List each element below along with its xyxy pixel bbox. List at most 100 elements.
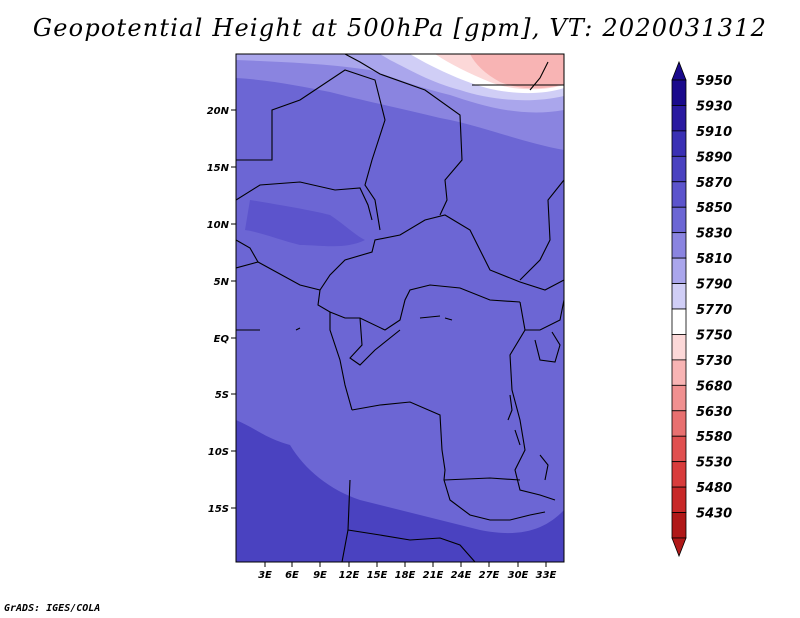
border-line [525,299,564,331]
lat-tick: 20N [207,106,236,117]
border-line [519,179,564,281]
lon-tick: 6E [285,562,299,581]
lat-tick: 15S [208,504,236,515]
colorbar-swatch [671,461,687,488]
colorbar-label: 5930 [696,99,732,114]
colorbar-swatch [671,232,687,259]
colorbar-swatch [671,512,687,539]
lon-tick-label: 3E [258,570,272,581]
lon-tick: 3E [258,562,272,581]
colorbar-swatch [671,105,687,132]
colorbar-top-arrow [671,60,687,81]
lake-malawi [529,454,549,516]
colorbar-label: 5530 [696,456,732,471]
lon-tick: 30E [508,562,529,581]
colorbar-label: 5790 [696,278,732,293]
colorbar-swatch [671,181,687,208]
colorbar-label: 5630 [696,405,732,420]
lon-tick: 21E [423,562,444,581]
colorbar-label: 5430 [696,507,732,522]
lat-tick-label: EQ [214,334,230,345]
contour-band-5890-south [236,420,564,562]
colorbar-swatch [671,486,687,513]
map-frame [235,53,565,563]
colorbar-swatch [671,283,687,310]
border-line [443,477,521,481]
lon-tick: 33E [536,562,557,581]
lat-tick: 10S [208,447,236,458]
lat-tick-label: 20N [207,106,230,117]
lon-tick-label: 12E [339,570,360,581]
lon-tick-label: 9E [313,570,327,581]
colorbar-swatch [671,359,687,386]
lat-tick-label: 10S [208,447,229,458]
lat-tick-label: 10N [207,220,230,231]
colorbar-label: 5480 [696,481,732,496]
lat-tick-label: 5N [214,277,230,288]
colorbar-label: 5770 [696,303,732,318]
border-line [349,317,401,366]
lat-tick-label: 5S [215,390,229,401]
country-borders [236,54,564,562]
lat-tick-label: 15S [208,504,229,515]
border-line [236,239,259,263]
colorbar-swatch [671,257,687,284]
lake-victoria [534,331,561,363]
colorbar-bottom-arrow [671,537,687,558]
colorbar-label: 5730 [696,354,732,369]
lon-tick: 27E [479,562,500,581]
colorbar-label: 5580 [696,430,732,445]
border-line [329,312,353,411]
lon-tick-label: 18E [395,570,416,581]
border-line [509,301,556,501]
lon-axis: 3E 6E 9E 12E 15E 18E 21E 24E 27E 30E 33E [258,562,557,581]
colorbar-swatch [671,130,687,157]
credit-text: GrADS: IGES/COLA [4,603,101,614]
border-line [236,181,373,221]
colorbar-label: 5950 [696,74,732,89]
contour-field [236,54,564,562]
lon-tick: 18E [395,562,416,581]
colorbar-swatch [671,308,687,335]
colorbar-label: 5750 [696,328,732,343]
lon-tick-label: 33E [536,570,557,581]
colorbar-swatch [671,435,687,463]
border-line [236,69,386,231]
lon-tick-label: 21E [423,570,444,581]
lat-tick: 10N [207,220,236,231]
colorbar-label: 5910 [696,125,732,140]
colorbar-swatch [671,384,687,412]
lat-tick: 5N [214,277,236,288]
lat-axis: 20N 15N 10N 5N EQ 5S 10S 15S [207,106,236,515]
lon-tick-label: 6E [285,570,299,581]
colorbar-label: 5890 [696,150,732,165]
lon-tick-label: 24E [451,570,472,581]
coast-fragment [419,315,453,321]
lon-tick: 15E [367,562,388,581]
lon-tick-label: 30E [508,570,529,581]
colorbar-label: 5680 [696,379,732,394]
colorbar-label: 5870 [696,176,732,191]
border-line [236,214,564,291]
colorbar-swatch [671,206,687,234]
lon-tick: 12E [339,562,360,581]
coast-fragment [236,327,301,331]
lon-tick-label: 15E [367,570,388,581]
lat-tick: EQ [214,334,236,345]
lat-tick: 15N [207,163,236,174]
colorbar-swatch [671,334,687,361]
border-line [344,54,463,216]
colorbar-label: 5830 [696,227,732,242]
border-line [529,61,549,91]
contour-band-5850-tropics [245,200,365,247]
colorbar-label: 5850 [696,201,732,216]
colorbar-swatch [671,79,687,106]
lat-tick: 5S [215,390,236,401]
lon-tick: 9E [313,562,327,581]
map-title: Geopotential Height at 500hPa [gpm], VT:… [32,14,768,42]
lat-tick-label: 15N [207,163,230,174]
lon-tick: 24E [451,562,472,581]
colorbar-swatch [671,155,687,183]
colorbar-swatch [671,410,687,437]
